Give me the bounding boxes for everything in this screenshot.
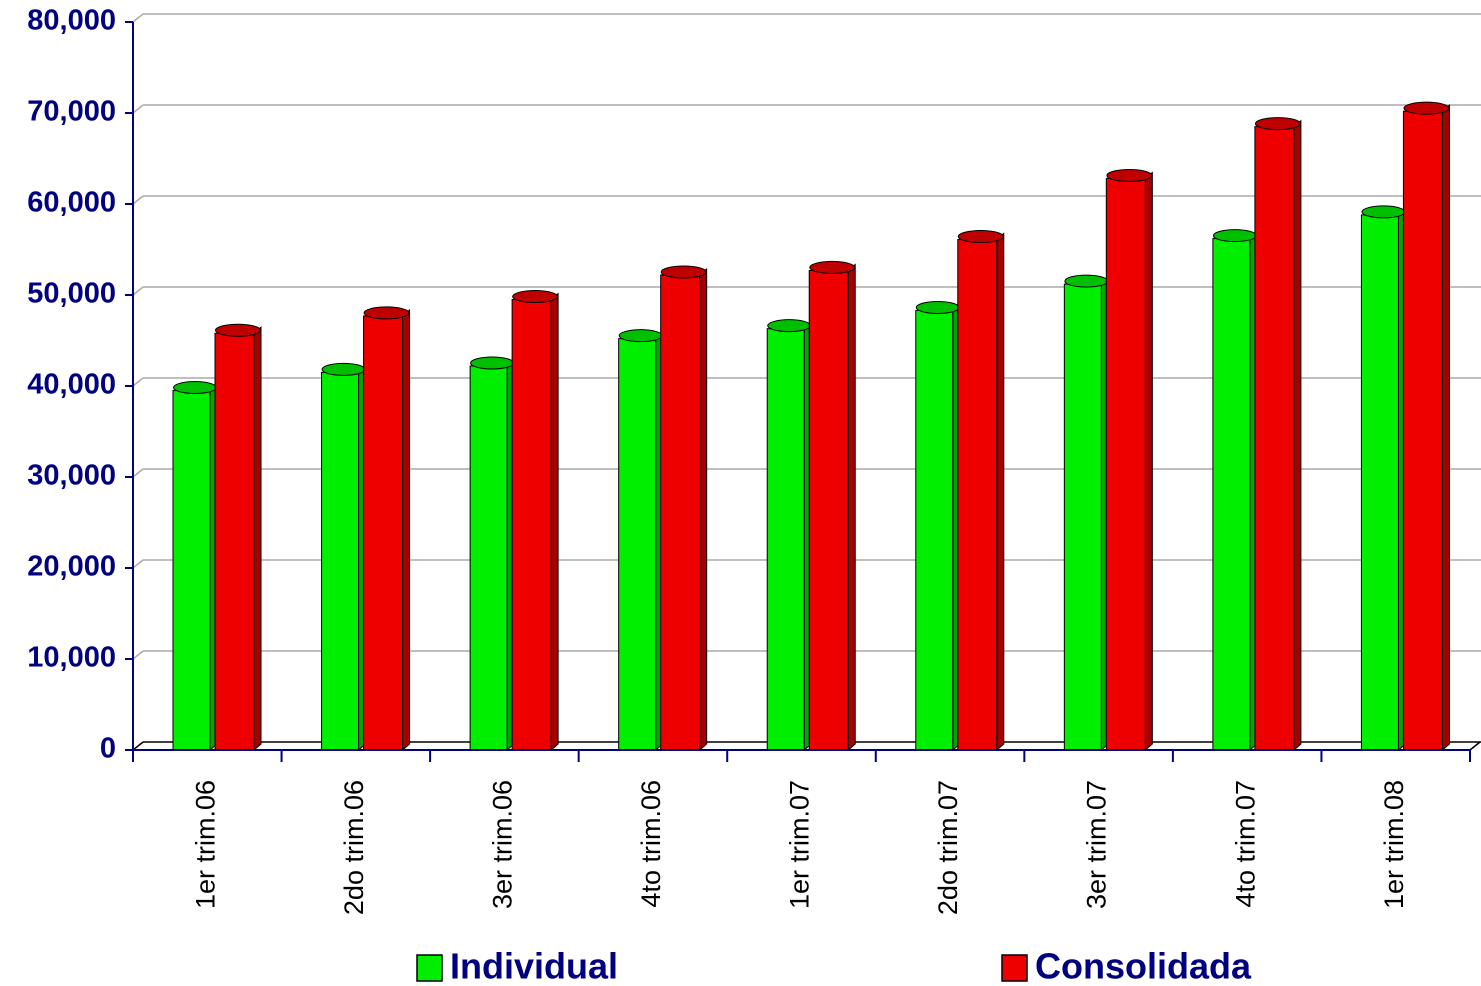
legend-label: Individual — [450, 946, 618, 986]
bar-top — [173, 381, 217, 395]
bar-top — [618, 329, 663, 343]
bar-top — [1212, 229, 1257, 243]
bar-top — [470, 356, 515, 370]
bar-top — [215, 323, 261, 337]
bar-side — [996, 232, 1005, 752]
bar — [808, 269, 849, 751]
x-tick-label: 2do trim.07 — [933, 780, 963, 915]
bar-side — [847, 263, 856, 752]
y-tick-label: 60,000 — [27, 187, 116, 219]
bar — [172, 390, 211, 751]
grid-diag — [132, 195, 144, 205]
bar-side — [1293, 119, 1302, 752]
bar — [660, 274, 701, 751]
y-tick-label: 40,000 — [27, 369, 116, 401]
bar — [1254, 126, 1295, 751]
bar — [1063, 283, 1102, 751]
grid-diag — [132, 13, 144, 23]
bar-side — [402, 308, 411, 752]
grid-diag — [132, 741, 144, 751]
bars — [172, 101, 1450, 752]
bar — [618, 338, 657, 751]
y-tick-label: 50,000 — [27, 278, 116, 310]
bar — [214, 332, 255, 751]
bar-top — [809, 260, 856, 274]
bar — [1212, 238, 1251, 751]
bar — [469, 365, 508, 751]
x-tick-label: 1er trim.06 — [190, 780, 220, 909]
x-tick-label: 3er trim.07 — [1082, 780, 1112, 909]
bar — [915, 309, 954, 751]
legend-swatch — [1001, 954, 1028, 982]
grid-diag — [132, 468, 144, 478]
bar-top — [363, 306, 410, 320]
grid-diag — [132, 377, 144, 387]
bar — [321, 371, 360, 751]
bar — [1360, 214, 1399, 751]
axes: 0 10,000 20,000 30,000 40,000 50,000 60,000 70,… — [27, 5, 1481, 765]
bar-side — [253, 326, 262, 752]
bar — [1402, 110, 1443, 751]
bar-top — [915, 300, 960, 314]
bar-top — [767, 319, 812, 333]
bar-side — [550, 292, 559, 752]
x-tick-label: 4to trim.06 — [636, 780, 666, 908]
grid-diag — [132, 104, 144, 114]
bar-top — [512, 290, 559, 304]
x-tick-label: 4to trim.07 — [1230, 780, 1260, 908]
x-tick-label: 1er trim.07 — [785, 780, 815, 909]
bar-top — [1064, 274, 1109, 288]
bar-side — [1144, 171, 1153, 752]
bar-top — [1254, 117, 1301, 131]
legend-label: Consolidada — [1035, 946, 1252, 986]
bar-top — [321, 362, 366, 376]
bar-top — [957, 229, 1004, 243]
y-tick-label: 0 — [100, 733, 116, 765]
legend-swatch — [416, 954, 443, 982]
bar — [766, 328, 805, 751]
bar-top — [1361, 205, 1406, 219]
floor-edge — [1469, 741, 1481, 751]
legend: Individual Consolidada — [416, 946, 1252, 986]
grid-diag — [132, 559, 144, 569]
grid-diag — [132, 650, 144, 660]
bar — [511, 299, 552, 751]
x-tick-label: 2do trim.06 — [339, 780, 369, 915]
x-tick-label: 3er trim.06 — [488, 780, 518, 909]
y-tick-label: 30,000 — [27, 460, 116, 492]
x-labels: 1er trim.06 2do trim.06 3er trim.06 4to tri… — [190, 780, 1408, 915]
y-tick-label: 10,000 — [27, 642, 116, 674]
y-tick-label: 20,000 — [27, 551, 116, 583]
bar-top — [1403, 101, 1450, 115]
bar-side — [699, 267, 708, 752]
bar — [363, 315, 404, 751]
bar-top — [1106, 169, 1153, 183]
x-tick-label: 1er trim.08 — [1379, 780, 1409, 909]
grid-diag — [132, 286, 144, 296]
y-tick-label: 80,000 — [27, 5, 116, 37]
bar-side — [1441, 104, 1450, 752]
bar-top — [660, 265, 707, 279]
bar — [1105, 178, 1146, 751]
bar — [957, 238, 998, 751]
y-tick-label: 70,000 — [27, 96, 116, 128]
